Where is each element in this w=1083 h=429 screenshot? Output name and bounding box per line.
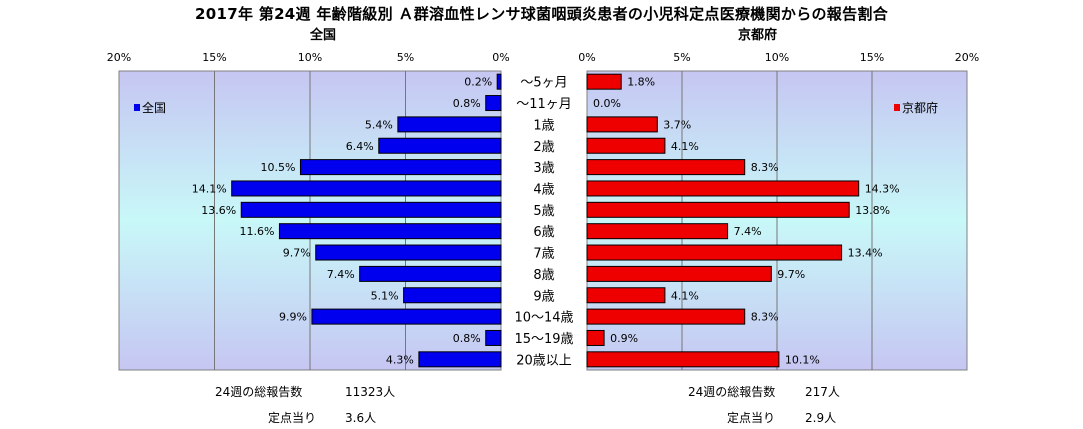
national-data-label: 13.6% <box>201 204 236 217</box>
kyoto-per-site-label: 定点当り <box>727 411 776 425</box>
national-tick-label: 15% <box>202 51 226 64</box>
national-data-label: 0.2% <box>464 76 492 89</box>
national-tick-label: 20% <box>107 51 131 64</box>
kyoto-bar <box>586 329 605 346</box>
national-tick-label: 5% <box>397 51 414 64</box>
category-label: 〜11ヶ月 <box>516 97 572 112</box>
kyoto-data-label: 9.7% <box>777 268 805 281</box>
category-label: 3歳 <box>533 161 554 176</box>
national-bar <box>278 223 502 240</box>
national-bar <box>315 244 502 261</box>
national-tick-label: 10% <box>298 51 322 64</box>
national-data-label: 10.5% <box>260 161 295 174</box>
category-label: 5歳 <box>533 204 554 219</box>
national-data-label: 0.8% <box>453 332 481 345</box>
national-legend-swatch <box>134 104 140 111</box>
kyoto-bar <box>586 351 780 368</box>
category-label: 2歳 <box>533 140 554 155</box>
kyoto-per-site-value: 2.9人 <box>805 411 837 425</box>
national-total-label: 24週の総報告数 <box>215 385 303 399</box>
national-data-label: 9.9% <box>279 311 307 324</box>
chart-title: 2017年 第24週 年齢階級別 Ａ群溶血性レンサ球菌咽頭炎患者の小児科定点医療… <box>195 5 888 23</box>
national-legend-label: 全国 <box>142 100 166 115</box>
national-bar <box>403 287 502 304</box>
kyoto-total-value: 217人 <box>805 385 840 399</box>
category-label: 8歳 <box>533 268 554 283</box>
kyoto-bar <box>586 201 850 218</box>
kyoto-data-label: 13.8% <box>855 204 890 217</box>
kyoto-data-label: 3.7% <box>663 118 691 131</box>
kyoto-bar <box>586 244 843 261</box>
national-tick-label: 0% <box>492 51 509 64</box>
kyoto-data-label: 8.3% <box>751 161 779 174</box>
category-label: 9歳 <box>533 289 554 304</box>
kyoto-bar <box>586 73 622 90</box>
national-bar <box>496 73 502 90</box>
national-bar <box>240 201 502 218</box>
category-label: 7歳 <box>533 247 554 262</box>
category-label: 20歳以上 <box>516 353 572 368</box>
kyoto-tick-label: 20% <box>955 51 979 64</box>
kyoto-total-label: 24週の総報告数 <box>688 385 776 399</box>
national-bar <box>359 265 502 282</box>
kyoto-bar <box>586 137 666 154</box>
kyoto-data-label: 14.3% <box>865 182 900 195</box>
kyoto-bar <box>586 223 729 240</box>
kyoto-bar <box>586 265 772 282</box>
kyoto-data-label: 13.4% <box>848 247 883 260</box>
kyoto-tick-label: 0% <box>578 51 595 64</box>
kyoto-bar <box>586 308 746 325</box>
national-bar <box>418 351 502 368</box>
national-bar <box>378 137 502 154</box>
national-data-label: 7.4% <box>327 268 355 281</box>
kyoto-legend-swatch <box>894 104 900 111</box>
national-per-site-label: 定点当り <box>268 411 317 425</box>
category-label: 6歳 <box>533 225 554 240</box>
national-bar <box>311 308 502 325</box>
kyoto-tick-label: 10% <box>765 51 789 64</box>
national-data-label: 11.6% <box>239 225 274 238</box>
category-label: 10〜14歳 <box>514 311 573 326</box>
national-data-label: 5.4% <box>365 118 393 131</box>
national-data-label: 9.7% <box>283 247 311 260</box>
national-per-site-value: 3.6人 <box>345 411 377 425</box>
kyoto-bar <box>586 287 666 304</box>
national-bar <box>485 95 502 112</box>
national-data-label: 0.8% <box>453 97 481 110</box>
kyoto-tick-label: 15% <box>860 51 884 64</box>
kyoto-bar <box>586 159 746 176</box>
kyoto-data-label: 4.1% <box>671 140 699 153</box>
category-label: 15〜19歳 <box>514 332 573 347</box>
kyoto-bar <box>586 116 658 133</box>
kyoto-data-label: 7.4% <box>734 225 762 238</box>
kyoto-bar <box>586 180 860 197</box>
kyoto-data-label: 0.0% <box>593 97 621 110</box>
kyoto-data-label: 4.1% <box>671 289 699 302</box>
category-label: 4歳 <box>533 182 554 197</box>
national-bar <box>231 180 502 197</box>
national-data-label: 5.1% <box>371 289 399 302</box>
national-total-value: 11323人 <box>345 385 396 399</box>
national-panel-title: 全国 <box>310 28 337 43</box>
national-bar <box>397 116 502 133</box>
kyoto-panel-title: 京都府 <box>738 28 778 43</box>
category-label: 〜5ヶ月 <box>520 76 567 91</box>
national-data-label: 4.3% <box>386 353 414 366</box>
national-bar <box>485 329 502 346</box>
kyoto-data-label: 0.9% <box>610 332 638 345</box>
kyoto-data-label: 1.8% <box>627 76 655 89</box>
kyoto-data-label: 10.1% <box>785 353 820 366</box>
kyoto-tick-label: 5% <box>673 51 690 64</box>
category-label: 1歳 <box>533 118 554 133</box>
kyoto-legend-label: 京都府 <box>902 100 938 115</box>
national-bar <box>299 159 502 176</box>
national-data-label: 14.1% <box>192 182 227 195</box>
national-data-label: 6.4% <box>346 140 374 153</box>
kyoto-data-label: 8.3% <box>751 311 779 324</box>
